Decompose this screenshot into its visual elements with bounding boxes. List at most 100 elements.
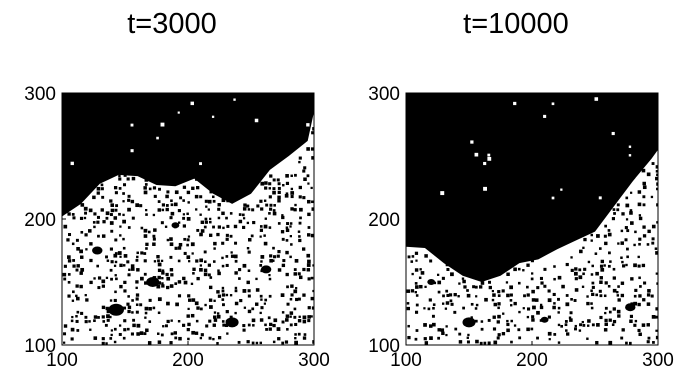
particle — [71, 315, 74, 319]
particle — [147, 341, 152, 345]
particle — [174, 190, 179, 195]
particle — [539, 303, 543, 307]
particle — [145, 328, 149, 333]
particle — [497, 294, 501, 298]
particle — [217, 336, 222, 340]
vacancy — [611, 131, 615, 136]
particle — [123, 289, 127, 293]
particle — [132, 323, 136, 328]
particle — [450, 272, 454, 277]
particle — [284, 193, 289, 198]
particle — [307, 199, 311, 204]
particle — [208, 298, 213, 302]
particle — [461, 277, 465, 280]
particle — [156, 332, 160, 335]
particle — [204, 303, 207, 307]
particle — [437, 290, 441, 294]
particle — [591, 285, 595, 289]
particle — [432, 303, 436, 306]
particle — [442, 294, 445, 298]
particle — [200, 220, 205, 225]
particle — [641, 168, 646, 173]
particle — [213, 311, 217, 314]
particle — [186, 217, 191, 221]
particle — [448, 293, 453, 297]
particle — [93, 212, 97, 216]
particle — [110, 260, 114, 264]
y-tick-label: 300 — [24, 84, 56, 105]
particle — [286, 302, 290, 306]
particle — [127, 273, 131, 277]
particle — [621, 260, 624, 264]
particle — [496, 336, 500, 340]
particle — [247, 294, 251, 298]
particle — [212, 225, 215, 229]
particle — [178, 242, 183, 247]
particle — [297, 319, 302, 323]
particle — [255, 341, 259, 345]
particle — [311, 306, 314, 310]
particle — [186, 255, 191, 260]
vacancy — [551, 196, 555, 200]
particle — [234, 259, 238, 263]
particle — [307, 182, 310, 185]
particle — [122, 264, 126, 267]
particle — [158, 187, 161, 191]
particle — [437, 336, 441, 340]
particle — [272, 259, 275, 262]
particle — [229, 315, 233, 319]
particle — [423, 323, 427, 327]
particle — [655, 307, 658, 311]
particle — [310, 147, 314, 151]
particle — [506, 322, 510, 327]
particle — [102, 220, 106, 224]
particle — [419, 268, 422, 271]
particle — [526, 327, 530, 332]
particle — [204, 220, 208, 224]
particle — [651, 237, 655, 241]
x-tick-label: 100 — [390, 350, 422, 371]
particle — [67, 273, 71, 276]
particle — [147, 230, 151, 234]
particle — [424, 341, 429, 345]
vacancy — [177, 111, 180, 114]
particle — [547, 298, 552, 303]
particle — [310, 233, 314, 238]
particle — [164, 324, 168, 328]
particle — [582, 272, 585, 276]
particle — [586, 295, 589, 298]
particle — [161, 203, 166, 207]
particle — [248, 238, 252, 242]
particle — [131, 299, 134, 302]
particle — [616, 290, 619, 294]
particle — [118, 324, 122, 327]
particle — [70, 319, 74, 323]
particle — [84, 294, 87, 297]
vacancy — [70, 161, 74, 166]
particle — [113, 253, 118, 258]
particle — [135, 258, 139, 262]
particle — [656, 203, 658, 207]
particle — [620, 336, 624, 340]
particle — [629, 211, 633, 215]
particle — [169, 237, 173, 241]
particle — [161, 284, 165, 288]
particle — [101, 315, 105, 319]
particle — [272, 178, 276, 182]
particle — [639, 285, 642, 288]
chart-title: t=10000 — [463, 8, 569, 40]
particle — [194, 301, 199, 306]
particle — [651, 224, 656, 229]
particle — [259, 294, 263, 298]
particle — [242, 324, 246, 328]
particle — [160, 333, 164, 337]
particle — [603, 264, 606, 267]
particle — [595, 271, 599, 276]
particle — [574, 288, 579, 292]
particle — [565, 329, 568, 332]
particle — [603, 328, 608, 332]
particle — [250, 234, 254, 238]
particle — [493, 340, 498, 345]
particle — [170, 211, 175, 216]
particle — [187, 201, 190, 204]
